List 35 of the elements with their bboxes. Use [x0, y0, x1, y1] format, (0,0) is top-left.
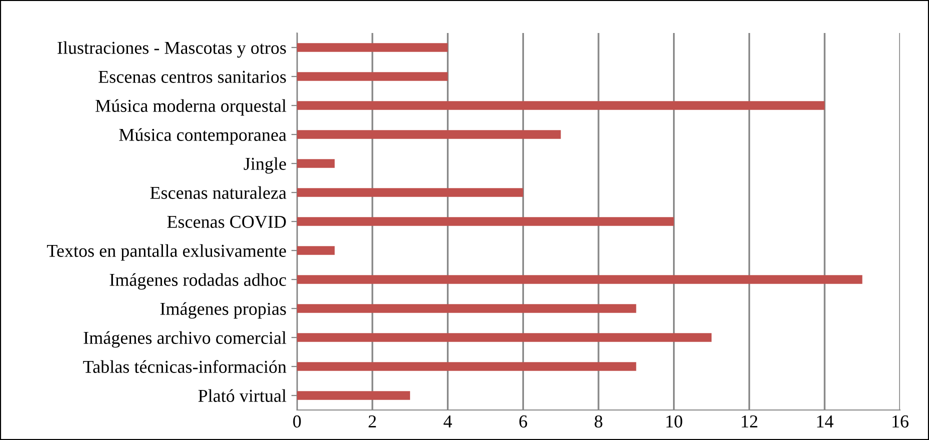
x-tick-label: 8	[594, 415, 602, 428]
y-tick-label: Imágenes archivo comercial	[84, 331, 286, 348]
bar	[297, 333, 712, 342]
x-tick-label: 0	[293, 415, 301, 428]
bar	[297, 130, 561, 139]
bar	[297, 43, 448, 52]
bar	[297, 304, 636, 313]
y-tick-label: Textos en pantalla exlusivamente	[47, 244, 286, 261]
y-tick-label: Tablas técnicas-información	[83, 360, 286, 373]
x-tick-label: 2	[368, 415, 376, 428]
bar	[297, 72, 448, 81]
y-tick-label: Jingle	[244, 157, 286, 174]
y-tick-label: Ilustraciones - Mascotas y otros	[58, 41, 286, 58]
x-tick-label: 16	[892, 415, 908, 428]
y-tick-label: Escenas centros sanitarios	[98, 70, 286, 83]
y-tick-label: Plató virtual	[198, 389, 286, 402]
y-tick-label: Imágenes rodadas adhoc	[110, 273, 286, 290]
bar	[297, 391, 410, 400]
bar	[297, 275, 862, 284]
bar	[297, 159, 335, 168]
y-tick-label: Escenas COVID	[167, 216, 286, 228]
x-tick-label: 4	[444, 416, 452, 428]
x-tick-label: 14	[817, 415, 834, 428]
bar	[297, 362, 636, 371]
bar	[297, 246, 335, 255]
bar	[297, 101, 825, 110]
bar	[297, 217, 674, 226]
bar	[297, 188, 524, 197]
y-tick-label: Música moderna orquestal	[96, 99, 286, 116]
x-tick-label: 6	[519, 415, 528, 428]
y-tick-label: Escenas naturaleza	[150, 186, 286, 199]
x-tick-label: 12	[742, 415, 758, 428]
y-tick-label: Música contemporanea	[119, 128, 286, 145]
x-tick-label: 10	[666, 415, 682, 428]
y-tick-label: Imágenes propias	[160, 302, 286, 319]
